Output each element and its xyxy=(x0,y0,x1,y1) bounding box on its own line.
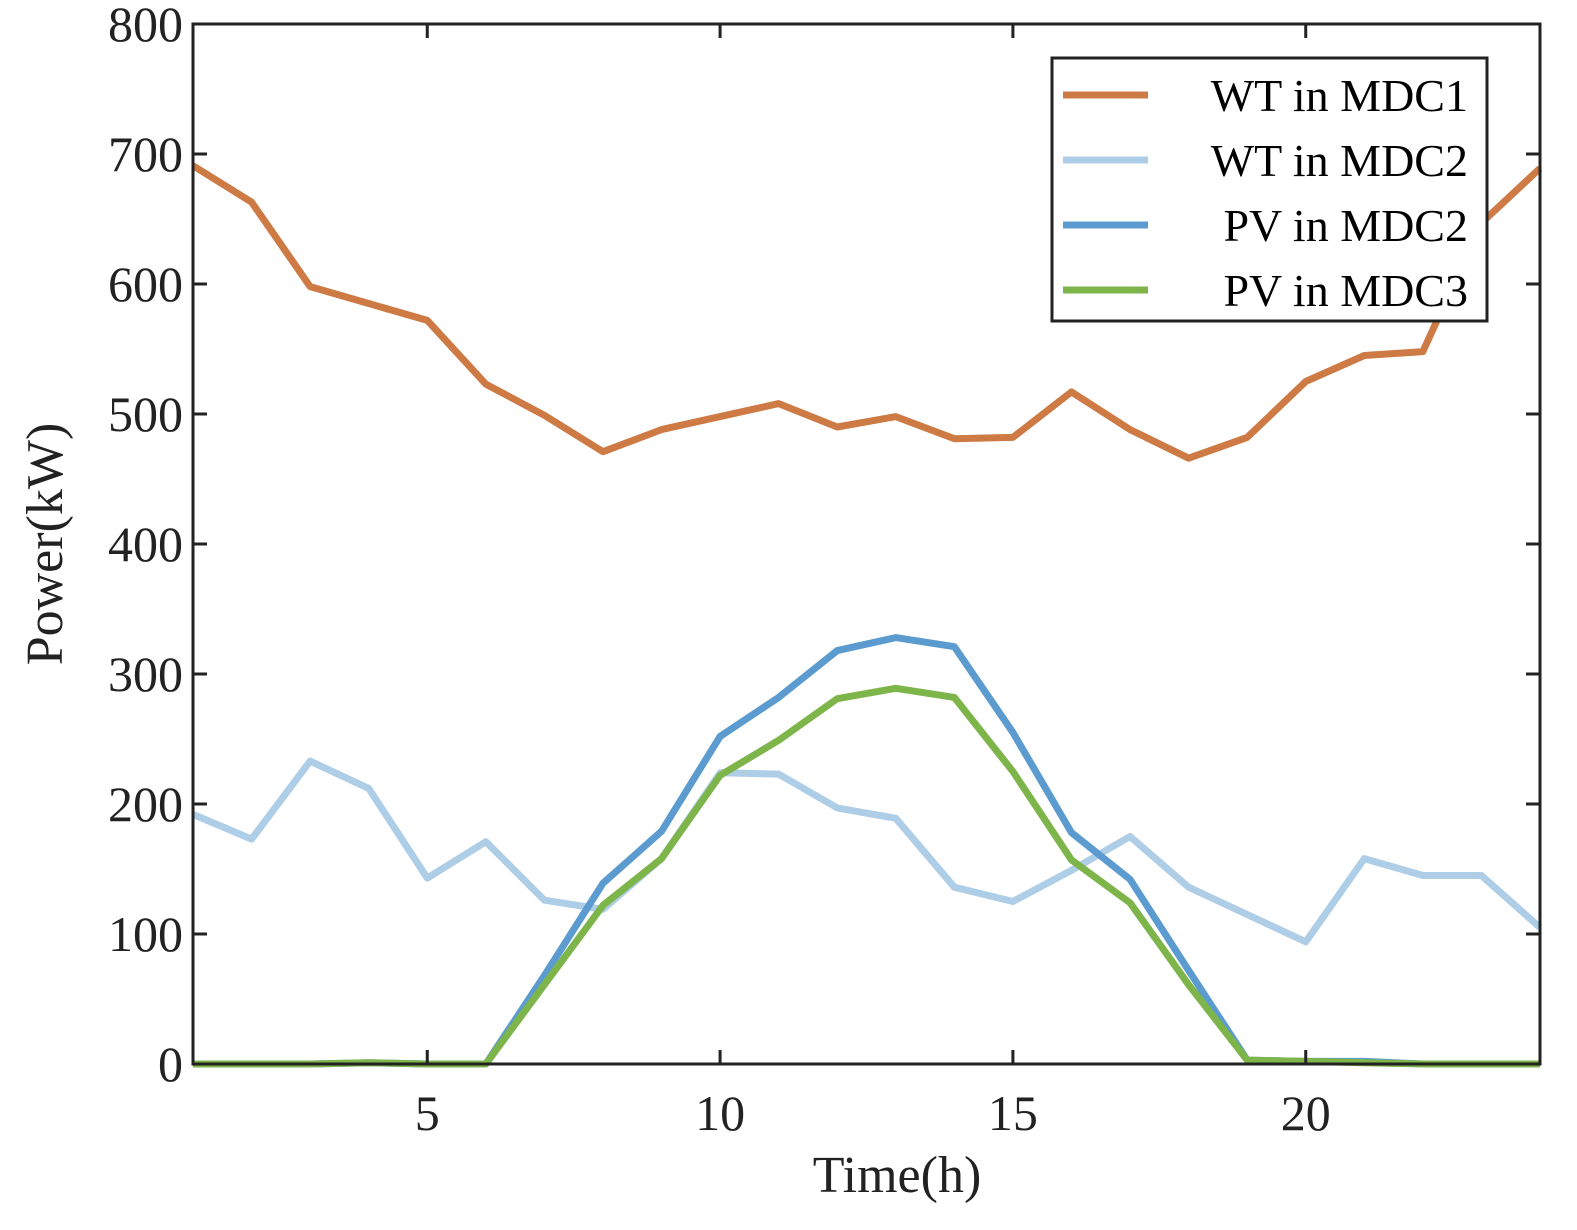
legend-label-2: WT in MDC2 xyxy=(1211,135,1468,186)
legend-box xyxy=(1050,56,1489,323)
x-tick-label: 20 xyxy=(1281,1085,1331,1141)
y-tick-label: 700 xyxy=(108,126,183,182)
y-tick-label: 0 xyxy=(158,1036,183,1092)
series-line-2 xyxy=(191,757,1543,946)
y-tick-label: 200 xyxy=(108,776,183,832)
y-tick-label: 300 xyxy=(108,646,183,702)
x-tick-label: 10 xyxy=(695,1085,745,1141)
y-tick-label: 100 xyxy=(108,906,183,962)
y-axis-label: Power(kW) xyxy=(17,423,74,666)
series-line-4 xyxy=(193,684,1540,1068)
legend-label-3: PV in MDC2 xyxy=(1223,200,1468,251)
y-tick-label: 800 xyxy=(108,0,183,52)
series-line-1 xyxy=(191,162,1543,462)
y-tick-label: 600 xyxy=(108,256,183,312)
legend-label-1: WT in MDC1 xyxy=(1211,70,1468,121)
legend-label-4: PV in MDC3 xyxy=(1223,265,1468,316)
x-axis-label: Time(h) xyxy=(813,1147,982,1204)
x-tick-label: 15 xyxy=(988,1085,1038,1141)
y-tick-label: 500 xyxy=(108,386,183,442)
y-tick-label: 400 xyxy=(108,516,183,572)
legend: WT in MDC1 WT in MDC2 PV in MDC2 PV in MDC3 xyxy=(1050,56,1489,323)
x-tick-label: 5 xyxy=(415,1085,440,1141)
series-line-3 xyxy=(193,634,1540,1068)
